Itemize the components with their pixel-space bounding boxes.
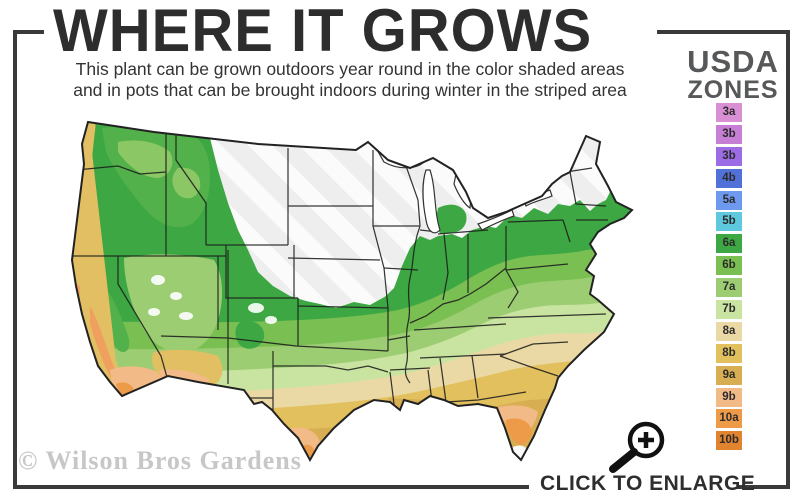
legend-zone-swatch: 3a	[716, 103, 742, 122]
legend-zone-swatch: 6b	[716, 256, 742, 276]
legend-zone-swatch: 8b	[716, 343, 742, 363]
frame-border	[13, 30, 47, 34]
legend-zone-swatch: 4b	[716, 168, 742, 188]
legend-zone-swatch: 8a	[716, 321, 742, 341]
legend-zone-swatch: 9a	[716, 365, 742, 385]
legend-heading: USDA ZONES	[676, 44, 790, 104]
frame-border	[737, 485, 790, 489]
magnifier-plus-icon[interactable]	[600, 418, 670, 476]
frame-border	[786, 30, 790, 489]
legend-zone-swatch: 3b	[716, 146, 742, 166]
subtitle-line1: This plant can be grown outdoors year ro…	[75, 59, 625, 79]
subtitle-line2: and in pots that can be brought indoors …	[73, 80, 627, 100]
legend-zone-swatch: 5b	[716, 212, 742, 232]
click-to-enlarge-button[interactable]: CLICK TO ENLARGE	[540, 472, 756, 495]
legend-heading-usda: USDA	[687, 44, 779, 79]
legend-zone-swatch: 6a	[716, 234, 742, 254]
us-map-graphic	[70, 120, 634, 463]
watermark: © Wilson Bros Gardens	[18, 446, 302, 475]
usda-zone-map[interactable]	[58, 108, 662, 480]
legend-zone-swatch: 3b	[716, 124, 742, 144]
legend-zone-swatch: 7a	[716, 278, 742, 298]
frame-border	[13, 30, 17, 489]
legend-zone-swatch: 9b	[716, 387, 742, 407]
frame-border	[13, 485, 529, 489]
legend-zone-swatch: 10b	[716, 431, 742, 451]
subtitle: This plant can be grown outdoors year ro…	[50, 59, 650, 101]
legend-zone-swatch: 10a	[716, 409, 742, 429]
us-outline	[70, 120, 634, 463]
frame-border	[657, 30, 790, 34]
usda-zones-legend: 3a 3b 3b 4b 5a 5b 6a 6b 7a 7b 8a 8b 9a 9b 10a 10b	[716, 103, 742, 453]
legend-zone-swatch: 7b	[716, 300, 742, 320]
legend-heading-zones: ZONES	[687, 76, 779, 104]
legend-zone-swatch: 5a	[716, 190, 742, 210]
page-title: WHERE IT GROWS	[44, 0, 602, 66]
